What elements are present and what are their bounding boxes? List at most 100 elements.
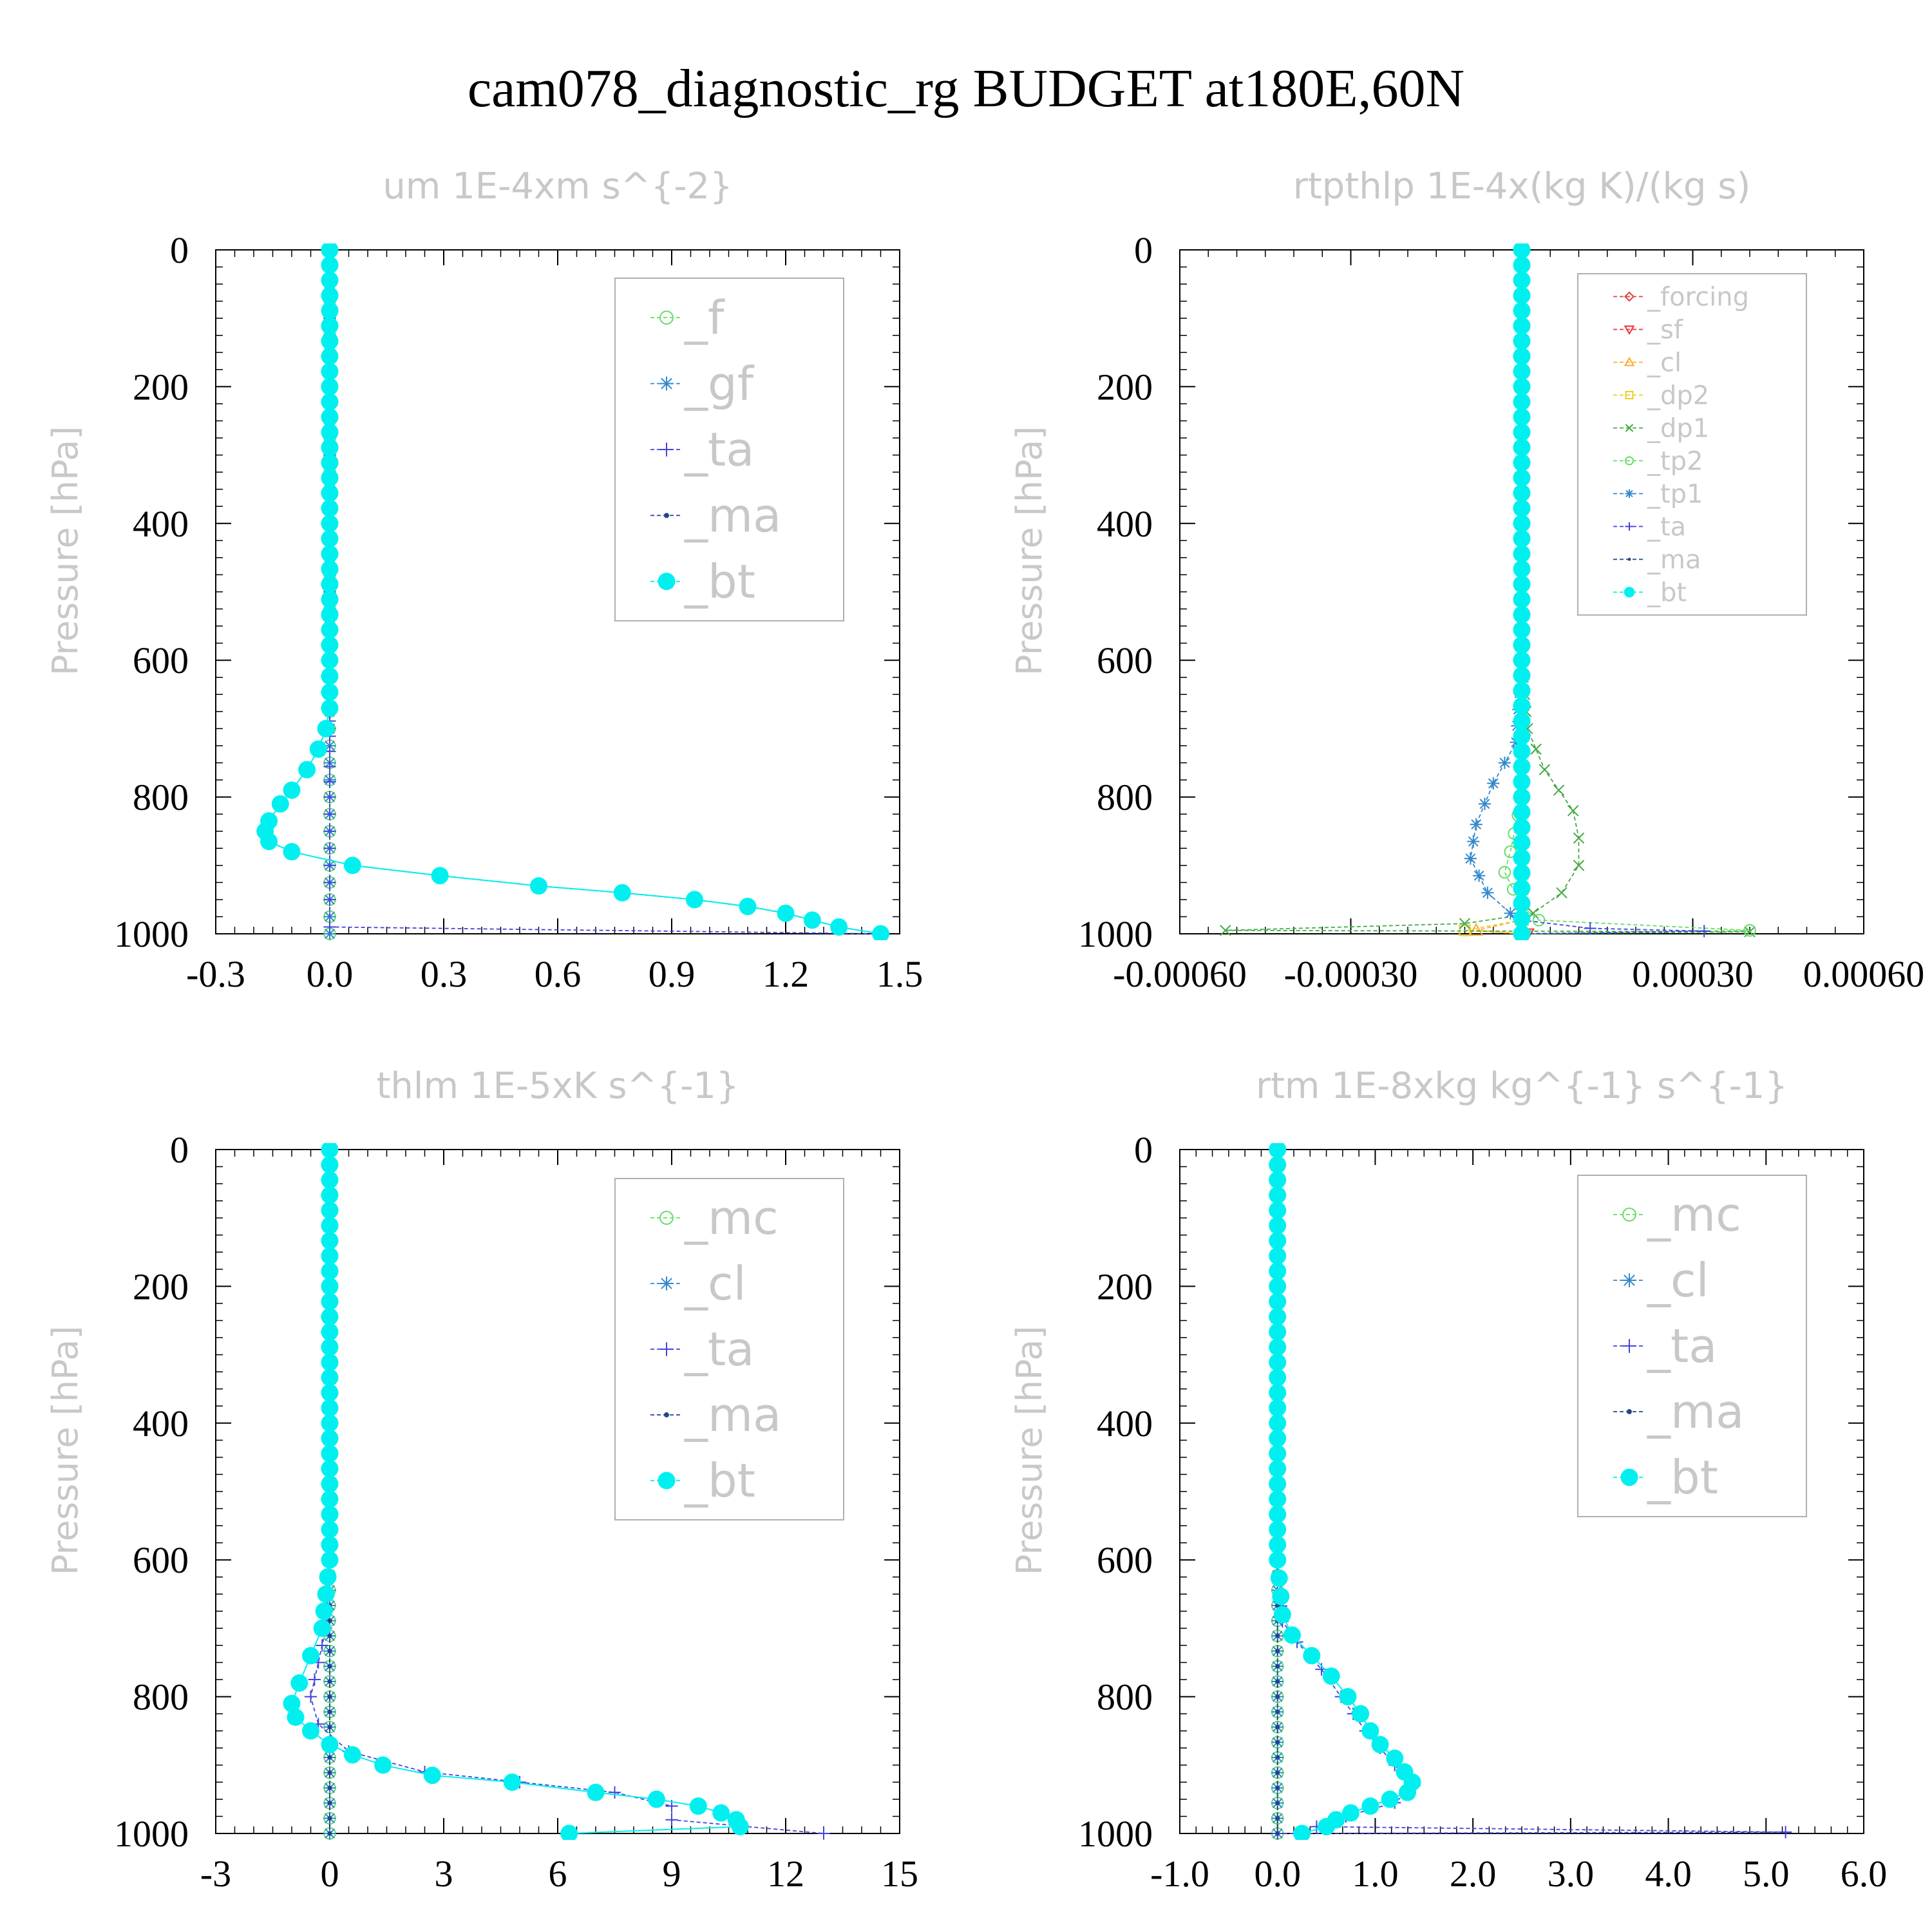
- marker: [1498, 866, 1511, 879]
- y-tick-label: 400: [1097, 1403, 1153, 1444]
- marker: [321, 1143, 339, 1159]
- y-axis-label: Pressure [hPa]: [1009, 1326, 1050, 1575]
- legend-label: _f: [684, 290, 725, 345]
- marker: [1513, 712, 1531, 730]
- marker: [1513, 453, 1531, 471]
- x-tick-label: 3.0: [1548, 1853, 1595, 1895]
- y-tick-label: 200: [133, 366, 189, 408]
- marker: [321, 683, 339, 701]
- marker: [343, 857, 361, 875]
- marker: [1269, 1368, 1287, 1387]
- x-tick-label: 1.0: [1352, 1853, 1399, 1895]
- marker: [1622, 1339, 1636, 1353]
- y-tick-label: 0: [1134, 229, 1153, 271]
- legend: _f _gf _ta _ma _bt: [614, 278, 844, 621]
- marker: [321, 621, 339, 639]
- y-axis-label: Pressure [hPa]: [45, 426, 86, 676]
- marker: [1275, 1725, 1280, 1730]
- marker: [1513, 667, 1531, 685]
- marker: [777, 904, 795, 922]
- x-tick-label: -3: [200, 1853, 231, 1895]
- legend-label: _ta: [1647, 1319, 1717, 1373]
- marker: [1386, 1749, 1404, 1767]
- marker: [1513, 879, 1531, 897]
- x-tick-label: 2.0: [1450, 1853, 1497, 1895]
- marker: [323, 893, 336, 906]
- legend-label: _cl: [684, 1256, 746, 1311]
- marker: [1275, 1815, 1280, 1821]
- y-tick-label: 600: [1097, 1539, 1153, 1581]
- panel-title: rtm 1E-8xkg kg^{-1} s^{-1}: [1256, 1065, 1788, 1107]
- legend-label: _dp2: [1647, 381, 1709, 411]
- marker: [608, 1786, 621, 1799]
- marker: [321, 423, 339, 441]
- marker: [1470, 818, 1482, 831]
- legend-item: _gf: [650, 357, 755, 411]
- marker: [321, 1293, 339, 1311]
- marker: [1698, 925, 1710, 938]
- marker: [1269, 1353, 1287, 1371]
- legend: _mc _cl _ta _ma _bt: [1577, 1175, 1807, 1517]
- marker: [1620, 1468, 1638, 1486]
- y-tick-label: 600: [133, 1539, 189, 1581]
- marker: [321, 699, 339, 717]
- legend-label: _mc: [1647, 1188, 1741, 1242]
- y-tick-label: 200: [133, 1265, 189, 1307]
- marker: [1275, 1831, 1280, 1836]
- marker: [319, 1568, 337, 1586]
- series-bt: [283, 1143, 749, 1840]
- marker: [1275, 1679, 1280, 1684]
- marker: [1269, 1444, 1287, 1463]
- marker: [327, 1770, 332, 1776]
- marker: [321, 1262, 339, 1280]
- marker: [302, 1722, 319, 1740]
- marker: [323, 859, 336, 872]
- legend-item: _ta: [1613, 1319, 1717, 1373]
- marker: [1625, 391, 1634, 399]
- marker: [321, 529, 339, 547]
- marker: [1318, 1817, 1336, 1835]
- marker: [1513, 621, 1531, 639]
- marker: [327, 1801, 332, 1806]
- marker: [1322, 1667, 1340, 1685]
- marker: [283, 1694, 301, 1712]
- marker: [1275, 1755, 1280, 1760]
- marker: [1473, 869, 1486, 882]
- marker: [321, 1536, 339, 1554]
- marker: [321, 347, 339, 365]
- series-line: [1504, 250, 1750, 934]
- marker: [321, 1323, 339, 1341]
- x-tick-label: 0: [321, 1853, 339, 1895]
- marker: [659, 442, 674, 457]
- marker: [830, 918, 848, 936]
- marker: [321, 256, 339, 274]
- marker: [1269, 1156, 1287, 1174]
- series-dp2: [1459, 244, 1528, 940]
- marker: [1269, 1217, 1287, 1235]
- marker: [689, 1797, 707, 1815]
- legend-label: _ma: [684, 489, 781, 543]
- x-tick-label: 6.0: [1841, 1853, 1888, 1895]
- panel-title: um 1E-4xm s^{-2}: [383, 166, 732, 207]
- marker: [323, 825, 336, 838]
- marker: [1513, 895, 1531, 913]
- x-tick-label: 4.0: [1645, 1853, 1692, 1895]
- marker: [321, 1444, 339, 1463]
- series-ma: [263, 247, 884, 936]
- marker: [1269, 1551, 1287, 1569]
- marker: [530, 877, 547, 895]
- marker: [327, 1649, 332, 1654]
- marker: [1513, 317, 1531, 335]
- marker: [321, 408, 339, 426]
- marker: [658, 1472, 676, 1490]
- y-tick-label: 1000: [114, 1813, 189, 1855]
- marker: [1269, 1429, 1287, 1447]
- x-tick-label: 3: [435, 1853, 453, 1895]
- marker: [323, 760, 336, 773]
- marker: [1513, 271, 1531, 289]
- x-tick-label: 6: [549, 1853, 567, 1895]
- marker: [1269, 1262, 1287, 1280]
- marker: [1513, 849, 1531, 867]
- marker: [321, 1505, 339, 1523]
- marker: [1513, 591, 1531, 609]
